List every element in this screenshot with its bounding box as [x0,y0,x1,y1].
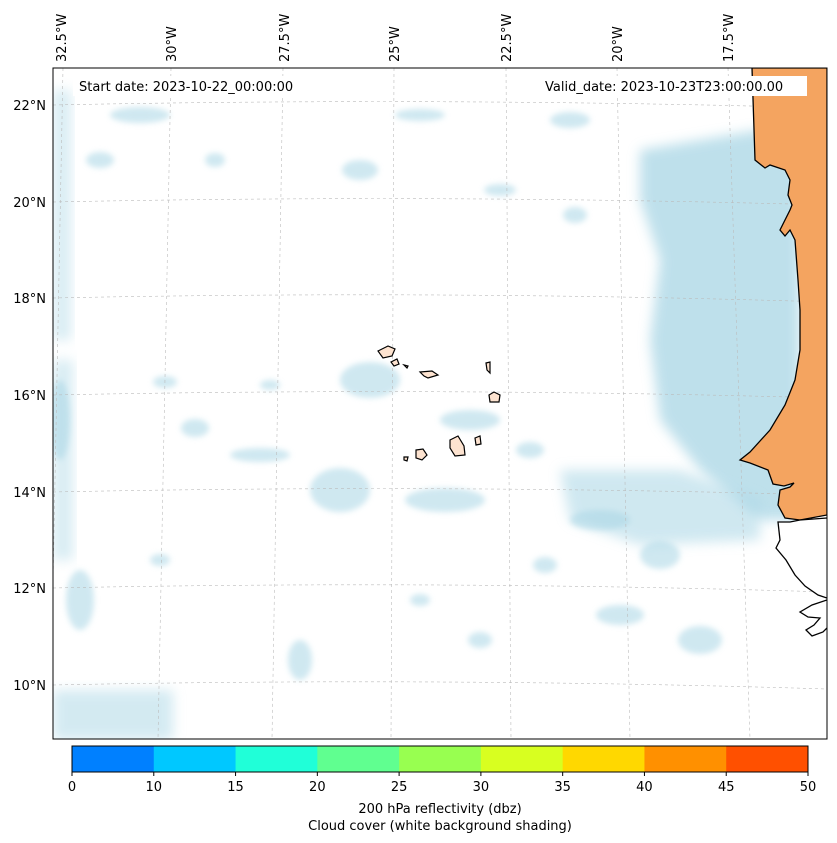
valid-date-label: Valid_date: 2023-10-23T23:00:00.00 [545,80,783,95]
colorbar-tick-label: 45 [718,780,735,795]
cape-verde-islands [377,345,501,462]
colorbar-tick-label: 40 [636,780,653,795]
west-africa-coastline [775,517,827,599]
start-date-label: Start date: 2023-10-22_00:00:00 [79,80,293,95]
lon-label: 20°W [611,26,626,62]
lon-label: 25°W [388,26,403,62]
lon-label: 30°W [165,26,180,62]
colorbar-segment [562,746,645,772]
colorbar-tick-label: 15 [227,780,244,795]
lon-label: 32.5°W [55,14,70,62]
colorbar-tick-label: 10 [146,780,163,795]
colorbar-label-cloud-cover: Cloud cover (white background shading) [308,819,572,834]
colorbar-label-reflectivity: 200 hPa reflectivity (dbz) [358,802,521,817]
lat-label: 14°N [13,486,46,501]
lat-label: 12°N [13,582,46,597]
colorbar-tick-label: 35 [554,780,571,795]
graticule-lines [53,68,827,739]
colorbar-segment [317,746,400,772]
colorbar-segment [153,746,237,772]
colorbar-segment [399,746,482,772]
colorbar-segment [235,746,318,772]
lat-label: 22°N [13,99,46,114]
lat-label: 20°N [13,196,46,211]
lon-label: 17.5°W [722,14,737,62]
colorbar: 0 10 15 20 25 30 35 40 45 50 [68,745,817,795]
lon-label: 27.5°W [278,14,293,62]
lat-label: 10°N [13,679,46,694]
lat-label: 18°N [13,292,46,307]
colorbar-border [71,745,809,773]
colorbar-segment [644,746,727,772]
colorbar-segment [72,746,155,772]
lon-label: 22.5°W [500,14,515,62]
guinea-coastline [798,599,827,637]
lat-label: 16°N [13,389,46,404]
colorbar-segment [726,746,809,772]
longitude-labels: 32.5°W 30°W 27.5°W 25°W 22.5°W 20°W 17.5… [55,14,737,62]
colorbar-tick-label: 20 [309,780,326,795]
latitude-labels: 22°N 20°N 18°N 16°N 14°N 12°N 10°N [13,99,46,694]
map-frame [52,67,828,740]
colorbar-tick-label: 30 [473,780,490,795]
cloud-cover-shading [53,90,800,739]
colorbar-tick-label: 25 [391,780,408,795]
colorbar-segment [480,746,564,772]
africa-landmass [738,68,827,521]
colorbar-tick-label: 50 [800,780,817,795]
colorbar-tick-label: 0 [68,780,76,795]
